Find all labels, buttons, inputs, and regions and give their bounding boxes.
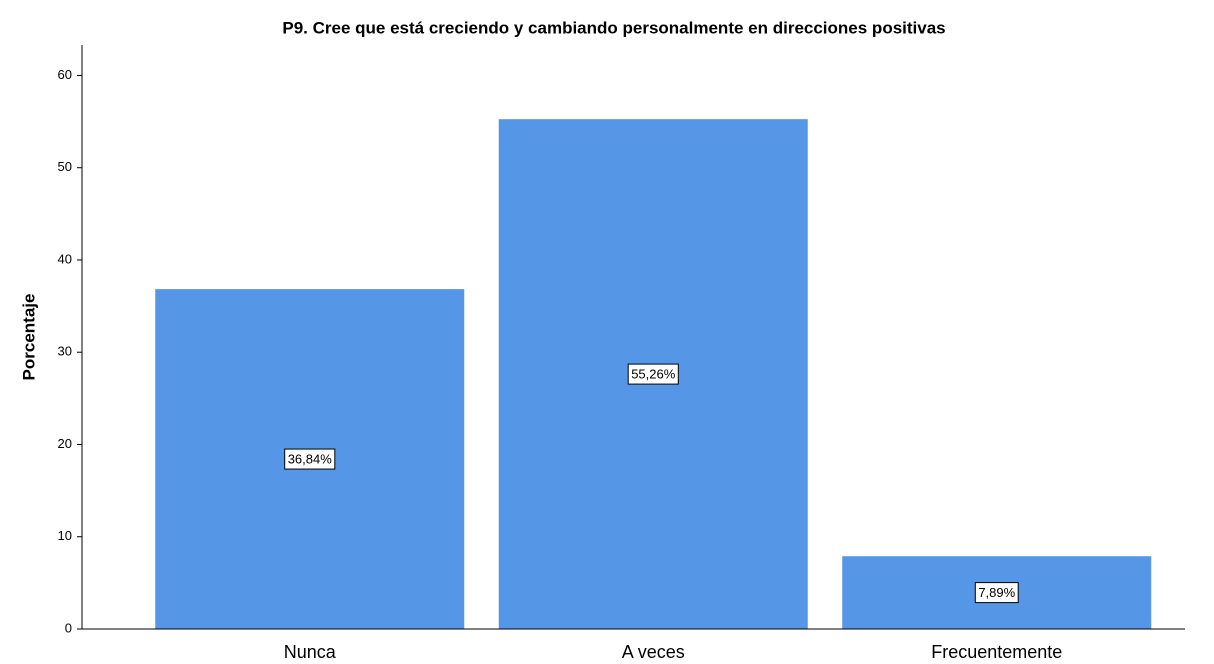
y-tick-label: 10 <box>58 528 72 543</box>
y-axis-label: Porcentaje <box>19 294 38 381</box>
y-tick-label: 20 <box>58 436 72 451</box>
y-tick-label: 0 <box>65 620 72 635</box>
value-label: 55,26% <box>631 367 676 382</box>
y-tick-label: 30 <box>58 344 72 359</box>
y-tick-label: 40 <box>58 251 72 266</box>
y-tick-label: 60 <box>58 67 72 82</box>
chart-title: P9. Cree que está creciendo y cambiando … <box>282 18 945 37</box>
value-label: 7,89% <box>978 585 1015 600</box>
value-label-box <box>974 582 1019 604</box>
x-tick-label: Frecuentemente <box>931 642 1062 662</box>
value-label-box <box>627 363 679 385</box>
x-tick-label: Nunca <box>284 642 337 662</box>
y-tick-label: 50 <box>58 159 72 174</box>
value-label-box <box>284 448 336 470</box>
value-label: 36,84% <box>288 451 333 466</box>
x-tick-label: A veces <box>622 642 685 662</box>
